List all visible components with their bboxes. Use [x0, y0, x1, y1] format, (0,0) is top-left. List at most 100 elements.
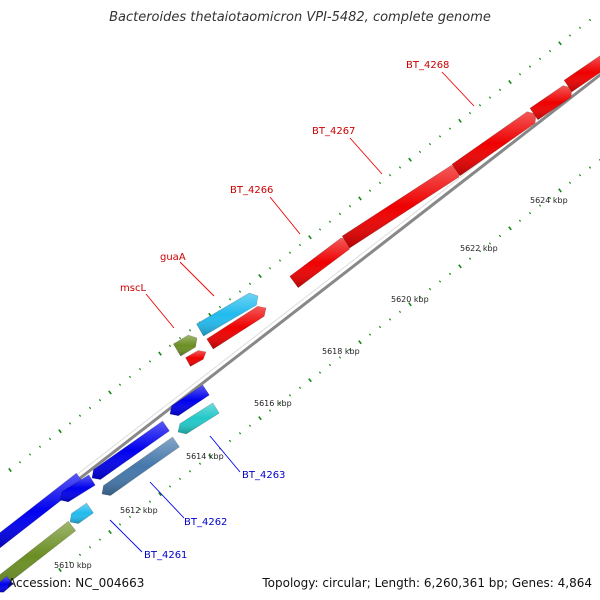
tick-mark-outer — [188, 329, 192, 332]
tick-mark-inner — [448, 272, 452, 276]
tick-mark-inner — [458, 264, 462, 269]
gene-blue-c-shade — [0, 473, 84, 548]
tick-mark-inner — [318, 371, 322, 374]
tick-mark-outer — [158, 351, 162, 356]
tick-mark-inner — [238, 432, 242, 435]
tick-mark-outer — [38, 445, 42, 448]
tick-mark-outer — [548, 49, 552, 53]
tick-mark-inner — [148, 500, 152, 503]
tick-mark-inner — [288, 394, 292, 397]
leader-BT_4268 — [441, 71, 475, 107]
tick-mark-inner — [298, 386, 302, 389]
leader-BT_4267 — [349, 137, 383, 175]
tick-mark-outer — [428, 142, 432, 146]
tick-mark-inner — [568, 181, 572, 184]
tick-mark-outer — [218, 305, 222, 309]
tick-mark-outer — [458, 118, 462, 123]
tick-mark-outer — [338, 212, 342, 216]
tick-mark-inner — [388, 318, 392, 321]
tick-mark-outer — [298, 243, 302, 247]
tick-mark-outer — [108, 390, 112, 395]
scale-labels: 5610 kbp 5612 kbp 5614 kbp 5616 kbp 5618… — [54, 196, 568, 570]
tick-mark-inner — [358, 340, 362, 345]
gene-red-short-shade — [206, 306, 266, 349]
scale-label-5614: 5614 kbp — [186, 452, 224, 461]
tick-mark-outer — [248, 282, 252, 285]
tick-mark-inner — [118, 523, 122, 526]
gene-labels: mscL guaA BT_4266 BT_4267 BT_4268 BT_426… — [120, 60, 449, 561]
tick-mark-outer — [568, 34, 572, 37]
tick-mark-inner — [328, 363, 332, 367]
tick-mark-outer — [258, 273, 262, 279]
tick-mark-outer — [518, 73, 522, 76]
tick-mark-outer — [168, 344, 172, 348]
tick-mark-inner — [188, 470, 192, 473]
tick-mark-outer — [278, 259, 282, 262]
gene-BT_4261-shade — [70, 503, 94, 524]
tick-mark-inner — [138, 508, 142, 511]
tick-mark-inner — [108, 529, 112, 535]
gene-BT_4268b-shade — [564, 55, 600, 92]
tick-mark-outer — [418, 150, 422, 154]
tick-mark-outer — [228, 298, 232, 301]
scale-label-5612: 5612 kbp — [120, 506, 158, 515]
tick-mark-outer — [558, 41, 562, 46]
tick-mark-inner — [438, 280, 442, 283]
tick-mark-outer — [308, 235, 312, 240]
tick-mark-outer — [118, 383, 122, 386]
tick-mark-inner — [518, 219, 522, 222]
tick-mark-inner — [278, 401, 282, 405]
genome-backbone — [0, 68, 600, 543]
tick-mark-inner — [468, 257, 472, 260]
tick-mark-outer — [498, 88, 502, 91]
leader-BT_4262 — [149, 481, 185, 519]
tick-mark-inner — [528, 211, 532, 215]
gene-guaA-shade — [196, 293, 258, 336]
tick-mark-inner — [378, 325, 382, 329]
tick-mark-outer — [378, 181, 382, 185]
tick-mark-inner — [168, 485, 172, 488]
tick-mark-inner — [538, 204, 542, 207]
tick-mark-outer — [408, 157, 412, 162]
tick-mark-outer — [388, 174, 392, 177]
gene-olive-lower-shade — [0, 521, 76, 590]
gene-label-BT_4268: BT_4268 — [406, 60, 449, 71]
gene-label-BT_4263: BT_4263 — [242, 470, 285, 481]
tick-mark-outer — [478, 104, 482, 107]
leader-guaA — [179, 261, 215, 297]
tick-mark-inner — [548, 196, 552, 200]
tick-mark-outer — [508, 79, 512, 85]
tick-mark-outer — [138, 367, 142, 371]
tick-mark-inner — [498, 234, 502, 238]
gene-label-guaA: guaA — [160, 252, 186, 263]
scale-label-5610: 5610 kbp — [54, 561, 92, 570]
tick-mark-outer — [488, 96, 492, 99]
tick-mark-inner — [408, 302, 412, 307]
tick-mark-inner — [98, 538, 102, 541]
gene-BT_4268a-shade — [530, 85, 572, 120]
gene-mscL-shade — [173, 335, 197, 356]
tick-mark-inner — [158, 492, 162, 497]
gene-BT_4266b-shade — [342, 165, 460, 248]
tick-mark-outer — [78, 414, 82, 417]
leader-BT_4263 — [209, 435, 241, 473]
scale-label-5618: 5618 kbp — [322, 347, 360, 356]
gene-blue-edge-shade — [0, 576, 14, 593]
tick-mark-outer — [578, 26, 582, 29]
tick-mark-outer — [528, 65, 532, 68]
tick-mark-inner — [248, 424, 252, 427]
gene-BT_4266-shade — [289, 238, 350, 288]
leader-BT_4266 — [269, 196, 301, 235]
tick-mark-inner — [398, 310, 402, 314]
tick-mark-inner — [368, 333, 372, 336]
tick-mark-outer — [128, 375, 132, 379]
scale-label-5624: 5624 kbp — [530, 196, 568, 205]
tick-mark-outer — [18, 461, 22, 464]
tick-mark-inner — [308, 378, 312, 383]
tick-mark-outer — [348, 205, 352, 208]
tick-mark-outer — [28, 453, 32, 456]
tick-mark-outer — [98, 399, 102, 402]
tick-mark-outer — [438, 135, 442, 138]
scale-label-5616: 5616 kbp — [254, 399, 292, 408]
